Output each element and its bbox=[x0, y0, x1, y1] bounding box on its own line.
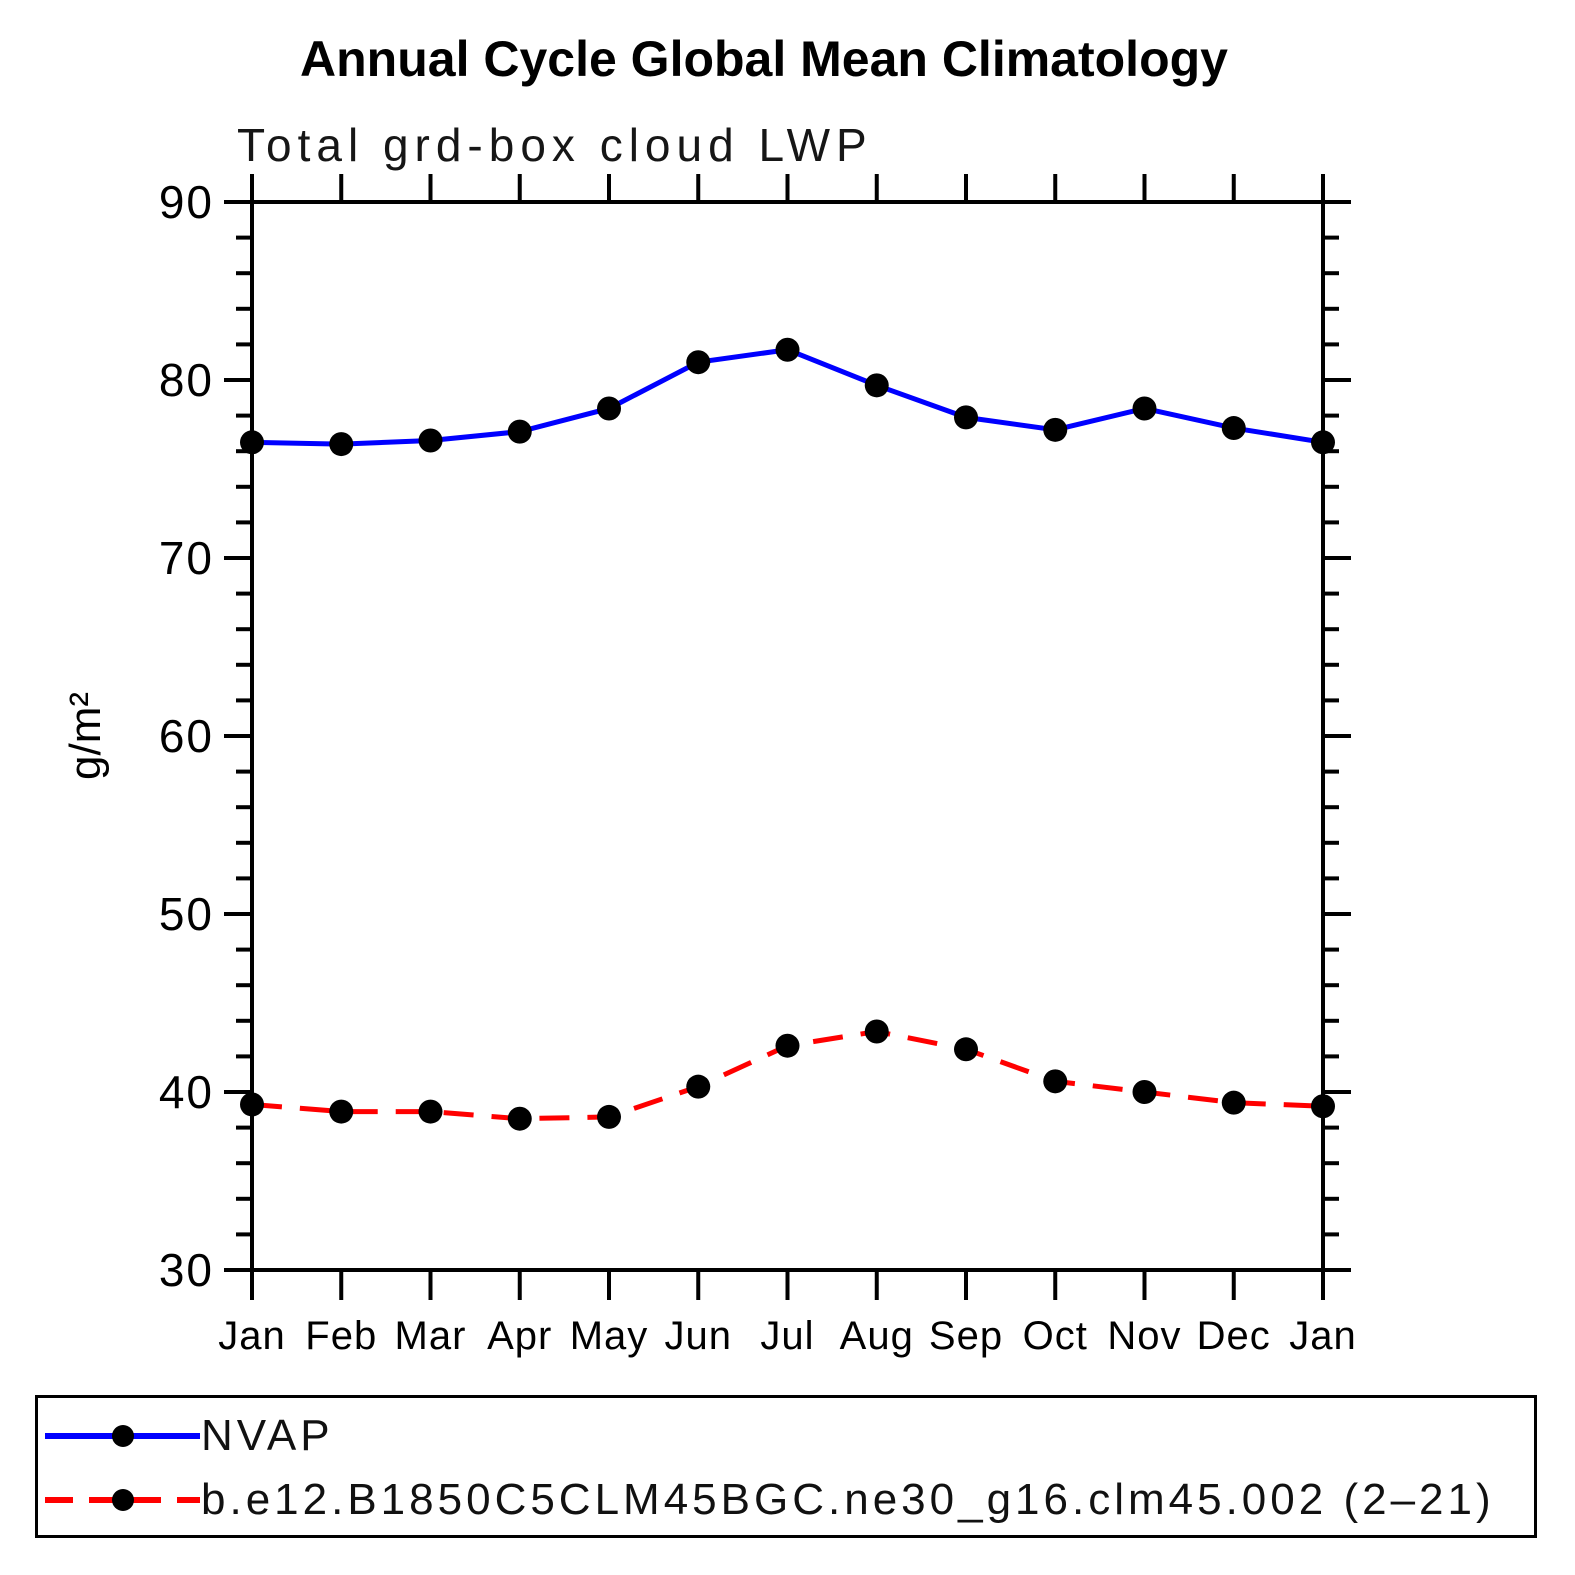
data-point-marker bbox=[1043, 1069, 1068, 1094]
y-axis-labels: 30 40 50 60 70 80 90 bbox=[159, 176, 214, 1296]
data-point-marker bbox=[954, 1037, 978, 1062]
data-point-marker bbox=[1132, 396, 1157, 421]
data-point-marker bbox=[686, 350, 711, 375]
x-tick-label: Mar bbox=[395, 1314, 467, 1358]
x-tick-label: Oct bbox=[1023, 1314, 1088, 1358]
y-tick-label: 30 bbox=[159, 1244, 214, 1296]
x-tick-label: Nov bbox=[1107, 1314, 1181, 1358]
data-point-marker bbox=[775, 1033, 800, 1058]
legend-item-model: b.e12.B1850C5CLM45BGC.ne30_g16.clm45.002… bbox=[38, 1472, 1534, 1528]
legend-item-nvap: NVAP bbox=[38, 1408, 1534, 1464]
data-point-marker bbox=[329, 1099, 354, 1124]
plot-area: Jan Feb Mar Apr May Jun Jul Aug Sep Oct Nov Dec Jan3… bbox=[61, 174, 1357, 1358]
legend-label: NVAP bbox=[201, 1411, 334, 1460]
data-point-marker bbox=[240, 1092, 264, 1117]
legend-line-sample-model bbox=[45, 1489, 200, 1511]
y-tick-label: 60 bbox=[159, 710, 214, 762]
data-point-marker bbox=[1221, 416, 1246, 441]
x-tick-label: Jan bbox=[1289, 1314, 1357, 1358]
legend-sample-marker bbox=[112, 1425, 134, 1447]
chart-title: Annual Cycle Global Mean Climatology bbox=[300, 31, 1228, 87]
x-tick-label: Dec bbox=[1197, 1314, 1271, 1358]
x-axis-labels: Jan Feb Mar Apr May Jun Jul Aug Sep Oct Nov Dec Jan bbox=[218, 1314, 1357, 1358]
legend-line-sample-nvap bbox=[45, 1425, 200, 1447]
y-axis-title: g/m² bbox=[61, 692, 110, 780]
data-point-marker bbox=[597, 1104, 621, 1129]
plot-frame bbox=[250, 200, 1325, 1272]
data-point-marker bbox=[1043, 417, 1068, 442]
series-line-0 bbox=[251, 347, 1324, 447]
data-point-marker bbox=[1311, 1094, 1335, 1119]
data-point-marker bbox=[1311, 430, 1335, 455]
data-point-marker bbox=[775, 337, 800, 362]
data-point-marker bbox=[418, 1099, 443, 1124]
chart-subtitle: Total grd-box cloud LWP bbox=[237, 119, 873, 171]
data-point-marker bbox=[864, 373, 889, 398]
legend: NVAP b.e12.B1850C5CLM45BGC.ne30_g16.clm4… bbox=[35, 1395, 1537, 1538]
x-tick-label: Apr bbox=[487, 1314, 552, 1358]
x-tick-label: Sep bbox=[929, 1314, 1003, 1358]
data-point-marker bbox=[329, 432, 354, 457]
x-tick-label: Feb bbox=[305, 1314, 377, 1358]
data-point-marker bbox=[864, 1019, 889, 1044]
x-tick-label: Jun bbox=[665, 1314, 733, 1358]
x-tick-label: May bbox=[570, 1314, 649, 1358]
x-tick-label: Aug bbox=[840, 1314, 914, 1358]
data-point-marker bbox=[1221, 1090, 1246, 1115]
data-point-marker bbox=[686, 1074, 711, 1099]
data-point-marker bbox=[1132, 1080, 1157, 1104]
legend-label: b.e12.B1850C5CLM45BGC.ne30_g16.clm45.002… bbox=[201, 1475, 1495, 1524]
y-tick-label: 90 bbox=[159, 176, 214, 228]
data-point-marker bbox=[597, 396, 621, 421]
data-point-marker bbox=[507, 1106, 532, 1131]
y-tick-label: 40 bbox=[159, 1066, 214, 1118]
y-tick-label: 50 bbox=[159, 888, 214, 940]
data-point-marker bbox=[954, 405, 978, 430]
y-tick-label: 70 bbox=[159, 532, 214, 584]
legend-sample-marker bbox=[112, 1489, 134, 1511]
y-tick-label: 80 bbox=[159, 354, 214, 406]
data-point-marker bbox=[418, 428, 443, 453]
data-point-marker bbox=[240, 430, 264, 455]
x-tick-label: Jul bbox=[760, 1314, 814, 1358]
data-point-marker bbox=[507, 419, 532, 444]
x-tick-label: Jan bbox=[218, 1314, 286, 1358]
axis-ticks bbox=[224, 174, 1351, 1300]
